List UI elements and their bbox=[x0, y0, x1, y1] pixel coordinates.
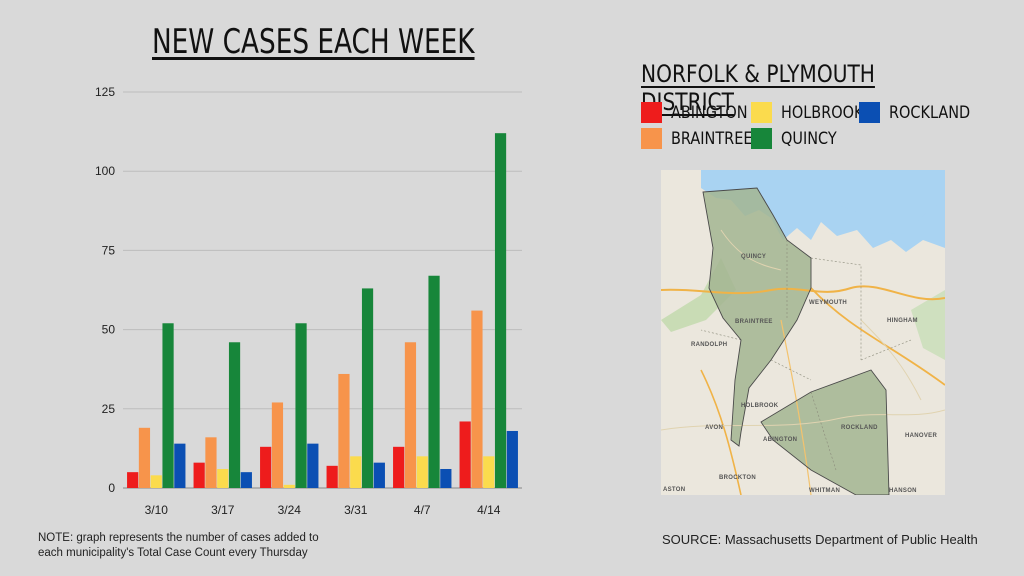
legend-label: HOLBROOK bbox=[781, 102, 864, 123]
town-boundaries bbox=[700, 240, 912, 471]
legend-item-braintree: BRAINTREE bbox=[641, 128, 767, 149]
bar bbox=[193, 462, 205, 488]
bar bbox=[162, 323, 174, 488]
map-label-braintree: BRAINTREE bbox=[735, 319, 773, 325]
y-tick-label: 50 bbox=[102, 323, 116, 337]
bar bbox=[295, 323, 307, 488]
bar bbox=[471, 310, 483, 488]
chart-legend: ABINGTON HOLBROOK ROCKLAND BRAINTREE QUINCY bbox=[641, 102, 981, 152]
legend-label: BRAINTREE bbox=[671, 128, 753, 149]
legend-item-rockland: ROCKLAND bbox=[859, 102, 985, 123]
x-tick-label: 3/31 bbox=[344, 503, 368, 517]
legend-swatch bbox=[641, 102, 662, 123]
map-label-brockton: BROCKTON bbox=[719, 475, 756, 481]
legend-item-quincy: QUINCY bbox=[751, 128, 847, 149]
bar bbox=[150, 475, 162, 488]
x-tick-label: 3/17 bbox=[211, 503, 235, 517]
bar bbox=[307, 443, 319, 488]
x-tick-label: 4/14 bbox=[477, 503, 501, 517]
map-label-weymouth: WEYMOUTH bbox=[809, 300, 848, 306]
water-channel bbox=[811, 170, 945, 234]
bar bbox=[228, 342, 241, 488]
map-graphic bbox=[661, 170, 945, 495]
bar bbox=[494, 133, 507, 488]
bar bbox=[428, 275, 440, 488]
bar bbox=[483, 456, 495, 488]
x-tick-label: 3/24 bbox=[278, 503, 302, 517]
map-label-randolph: RANDOLPH bbox=[691, 342, 728, 348]
bar bbox=[506, 430, 518, 488]
x-tick-label: 4/7 bbox=[414, 503, 431, 517]
legend-label: ABINGTON bbox=[671, 102, 748, 123]
legend-swatch bbox=[641, 128, 662, 149]
y-tick-label: 100 bbox=[95, 164, 115, 178]
route-24 bbox=[700, 369, 742, 495]
district-quincy-braintree-holbrook bbox=[703, 188, 811, 446]
bar bbox=[350, 456, 362, 488]
data-source: SOURCE: Massachusetts Department of Publ… bbox=[662, 532, 978, 547]
bar bbox=[205, 437, 217, 488]
district-abington-rockland bbox=[761, 370, 889, 495]
route-18 bbox=[780, 319, 812, 495]
legend-item-holbrook: HOLBROOK bbox=[751, 102, 878, 123]
bar bbox=[440, 468, 452, 488]
district-outline bbox=[702, 187, 890, 495]
highway-128 bbox=[661, 285, 945, 301]
legend-label: ROCKLAND bbox=[889, 102, 971, 123]
map-label-hanson: HANSON bbox=[889, 488, 917, 494]
map-label-rockland: ROCKLAND bbox=[841, 425, 878, 431]
bar bbox=[127, 472, 139, 488]
legend-item-abington: ABINGTON bbox=[641, 102, 761, 123]
y-tick-label: 0 bbox=[108, 481, 115, 495]
map-label-hingham: HINGHAM bbox=[887, 318, 918, 324]
map-label-quincy: QUINCY bbox=[741, 254, 767, 260]
map-label-aston: ASTON bbox=[663, 487, 686, 493]
bar bbox=[393, 446, 405, 488]
bar bbox=[459, 421, 471, 488]
legend-swatch bbox=[751, 128, 772, 149]
bar-chart: 0 25 50 75 100 125 3/10 3/17 3/24 3/31 4/7 4/14 bbox=[95, 85, 522, 517]
legend-swatch bbox=[751, 102, 772, 123]
bar bbox=[373, 462, 385, 488]
chart-note: NOTE: graph represents the number of cas… bbox=[38, 532, 319, 559]
map-label-abington: ABINGTON bbox=[763, 437, 798, 443]
bar bbox=[326, 465, 338, 488]
bar bbox=[260, 446, 272, 488]
bar bbox=[361, 288, 374, 488]
highway-3 bbox=[810, 287, 945, 386]
bar bbox=[174, 443, 186, 488]
bar bbox=[217, 468, 229, 488]
map-label-whitman: WHITMAN bbox=[809, 488, 841, 494]
district-map: QUINCY WEYMOUTH BRAINTREE HINGHAM RANDOL… bbox=[661, 170, 945, 495]
legend-label: QUINCY bbox=[781, 128, 837, 149]
bar bbox=[138, 427, 151, 488]
map-label-holbrook: HOLBROOK bbox=[741, 403, 779, 409]
legend-swatch bbox=[859, 102, 880, 123]
bar bbox=[240, 472, 252, 488]
bar bbox=[404, 342, 417, 488]
x-tick-label: 3/10 bbox=[145, 503, 169, 517]
bar bbox=[416, 456, 428, 488]
bar bbox=[338, 373, 350, 488]
map-label-hanover: HANOVER bbox=[905, 433, 938, 439]
map-label-avon: AVON bbox=[705, 425, 724, 431]
y-tick-label: 75 bbox=[102, 243, 116, 257]
y-tick-label: 125 bbox=[95, 85, 115, 99]
park-south bbox=[911, 290, 945, 360]
bar bbox=[283, 484, 295, 488]
y-tick-label: 25 bbox=[102, 402, 116, 416]
bar bbox=[271, 402, 284, 488]
local-roads bbox=[661, 229, 945, 431]
chart-title: NEW CASES EACH WEEK bbox=[152, 22, 475, 62]
